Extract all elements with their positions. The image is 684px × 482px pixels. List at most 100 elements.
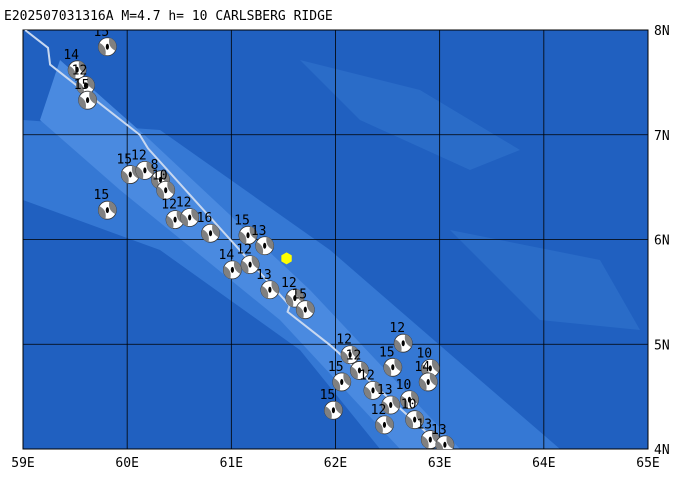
depth-label: 10	[152, 168, 168, 183]
p-axis	[303, 306, 307, 313]
x-tick-label: 59E	[11, 456, 34, 471]
focal-mechanism: 12	[359, 368, 383, 400]
focal-mechanism: 14	[63, 48, 87, 80]
x-tick-label: 61E	[220, 456, 243, 471]
compressional-quadrant	[201, 224, 220, 243]
focal-mechanism: 12	[346, 348, 369, 380]
p-axis	[407, 396, 412, 403]
focal-mechanism: 15	[328, 360, 352, 392]
depth-label: 12	[346, 348, 362, 363]
depth-label: 13	[251, 224, 267, 239]
compressional-quadrant	[180, 208, 199, 227]
depth-label: 15	[291, 288, 307, 303]
compressional-quadrant	[68, 60, 87, 79]
depth-label: 12	[72, 64, 88, 79]
compressional-quadrant	[76, 76, 95, 95]
p-axis	[83, 82, 88, 89]
depth-label: 14	[63, 48, 79, 63]
focal-mechanism: 15	[74, 78, 97, 110]
p-axis	[401, 340, 405, 347]
depth-label: 15	[116, 153, 132, 168]
focal-mechanism: 12	[72, 64, 95, 95]
focal-mechanism: 14	[414, 360, 438, 392]
focal-mechanism: 10	[401, 398, 425, 430]
compressional-quadrant	[381, 396, 400, 415]
p-axis	[85, 97, 90, 104]
p-axis	[105, 43, 109, 50]
map-title: E202507031316A M=4.7 h= 10 CARLSBERG RID…	[4, 9, 333, 24]
compressional-quadrant	[383, 358, 402, 377]
depth-label: 13	[377, 383, 393, 398]
p-axis	[426, 378, 430, 385]
p-axis	[348, 351, 352, 358]
depth-label: 12	[371, 403, 387, 418]
compressional-quadrant	[341, 345, 360, 364]
y-tick-label: 6N	[654, 234, 670, 249]
depth-label: 12	[176, 196, 192, 211]
depth-label: 15	[328, 360, 344, 375]
x-tick-label: 64E	[532, 456, 555, 471]
focal-mechanism: 12	[336, 333, 360, 365]
compressional-quadrant	[255, 236, 274, 255]
compressional-quadrant	[285, 289, 304, 308]
focal-mechanism: 10	[396, 378, 419, 410]
depth-label: 8	[151, 158, 159, 173]
p-axis	[443, 441, 447, 448]
focal-mechanism: 12	[371, 403, 394, 435]
compressional-quadrant	[394, 334, 413, 353]
focal-mechanism: 15	[291, 288, 315, 320]
y-tick-label: 7N	[654, 129, 670, 144]
compressional-quadrant	[241, 255, 260, 274]
depth-label: 12	[161, 198, 177, 213]
p-axis	[340, 378, 344, 385]
depth-label: 12	[281, 276, 297, 291]
x-tick-label: 62E	[324, 456, 347, 471]
focal-mechanism: 12	[161, 198, 185, 229]
focal-mechanism: 15	[116, 153, 140, 184]
depth-label: 16	[197, 211, 213, 226]
focal-mechanism: 13	[256, 268, 280, 300]
depth-label: 13	[431, 423, 447, 438]
p-axis	[413, 416, 417, 423]
depth-label: 14	[414, 360, 430, 375]
compressional-quadrant	[260, 280, 279, 299]
x-tick-label: 63E	[428, 456, 451, 471]
compressional-quadrant	[421, 359, 440, 378]
compressional-quadrant	[98, 37, 117, 56]
epicenter	[281, 252, 292, 265]
focal-mechanism: 13	[251, 224, 275, 256]
p-axis	[428, 436, 432, 443]
compressional-quadrant	[332, 372, 351, 391]
focal-mechanism: 12	[131, 148, 155, 180]
p-axis	[391, 364, 395, 371]
p-axis	[382, 421, 387, 428]
compressional-quadrant	[375, 415, 394, 434]
p-axis	[230, 266, 234, 273]
depth-label: 10	[416, 346, 432, 361]
depth-label: 14	[219, 248, 235, 263]
p-axis	[331, 407, 336, 414]
depth-label: 15	[94, 188, 110, 203]
p-axis	[143, 167, 147, 174]
p-axis	[357, 367, 362, 374]
compressional-quadrant	[400, 390, 419, 409]
focal-mechanism: 15	[94, 30, 117, 57]
compressional-quadrant	[350, 361, 369, 380]
compressional-quadrant	[363, 381, 383, 400]
y-tick-label: 8N	[654, 24, 670, 39]
p-axis	[371, 387, 375, 394]
compressional-quadrant	[421, 430, 440, 449]
focal-mechanism: 12	[236, 243, 260, 275]
compressional-quadrant	[223, 260, 242, 279]
focal-mechanism: 12	[389, 321, 413, 353]
p-axis	[293, 295, 297, 302]
depth-label: 12	[131, 148, 147, 163]
depth-label: 12	[359, 368, 375, 383]
focal-mechanism: 16	[197, 211, 220, 243]
compressional-quadrant	[296, 300, 315, 319]
depth-label: 15	[234, 213, 250, 228]
p-axis	[268, 286, 272, 293]
compressional-quadrant	[156, 181, 175, 200]
